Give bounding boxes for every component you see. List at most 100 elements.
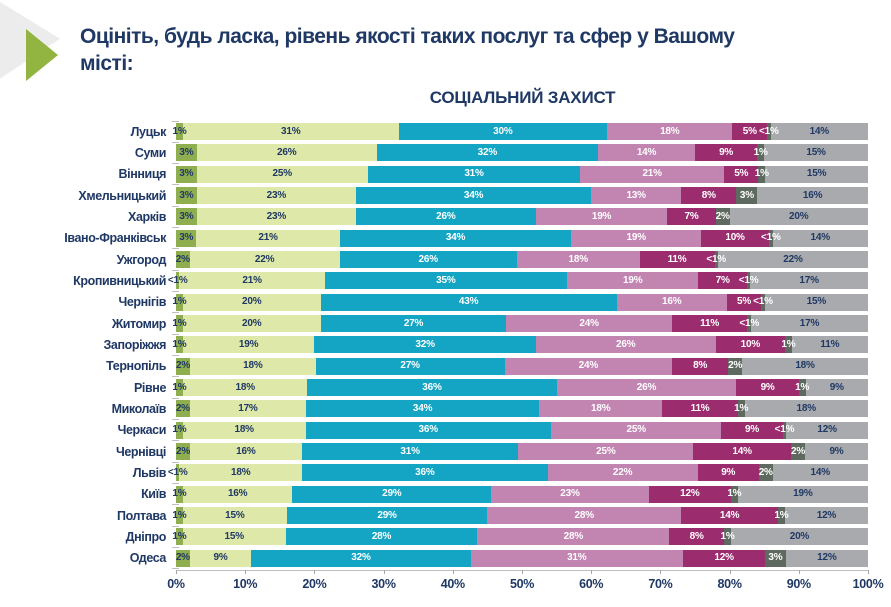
bar-segment: 1% (774, 507, 789, 525)
bar-segment: 36% (305, 421, 551, 439)
stacked-bar: 2% 17% 34% 18% 11% 1% 18% (176, 400, 868, 418)
bar-segment: 3% (176, 144, 197, 162)
category-axis-tick (172, 312, 179, 314)
bar-segment: 31% (367, 165, 581, 183)
bar-row: 3% 23% 26% 19% 7% 2% 20% (176, 206, 868, 227)
category-axis-tick (172, 547, 179, 549)
x-axis-tick (798, 569, 800, 574)
city-label: Черкаси (117, 423, 167, 438)
segment-value-label: 1% (795, 381, 810, 393)
bar-segment: 1% (172, 315, 187, 333)
bar-segment: 11% (671, 315, 748, 333)
city-label: Луцьк (130, 124, 167, 139)
city-label: Вінниця (118, 167, 167, 182)
segment-value-label: 1% (734, 402, 749, 414)
segment-value-label: 43% (458, 296, 479, 308)
category-axis-tick (172, 291, 179, 293)
bar-segment: 25% (518, 443, 694, 461)
category-axis-tick (172, 184, 179, 186)
segment-value-label: 14% (810, 466, 831, 478)
segment-value-label: 18% (234, 424, 254, 436)
stacked-bar: 1% 16% 29% 23% 12% 1% 19% (172, 485, 868, 503)
bar-segment: 15% (182, 507, 287, 525)
bar-segment: 1% (172, 421, 187, 439)
x-axis-line (176, 569, 869, 574)
bar-segment: 23% (196, 187, 356, 205)
bar-segment: 22% (547, 464, 698, 482)
segment-value-label: 15% (224, 530, 245, 542)
bar-segment: 16% (616, 293, 727, 311)
bar-segment: 18% (607, 123, 733, 141)
bar-segment: 12% (682, 549, 766, 567)
bar-row: 1% 15% 28% 28% 8% 1% 20% (172, 526, 868, 547)
bar-segment: 2% (176, 443, 190, 461)
stacked-bar: <1% 21% 35% 19% 7% <1% 17% (168, 272, 868, 290)
bar-segment: 18% (744, 400, 868, 418)
x-axis-tick (245, 569, 247, 574)
bar-segment: 19% (535, 208, 668, 226)
segment-value-label: 26% (436, 210, 456, 222)
segment-value-label: 11% (700, 317, 720, 329)
bar-segment: 18% (179, 464, 303, 482)
bar-segment: 28% (285, 528, 478, 546)
segment-value-label: 32% (415, 338, 435, 350)
bar-segment: 3% (176, 229, 197, 247)
bar-segment: 20% (182, 293, 321, 311)
segment-value-label: 8% (693, 360, 708, 372)
segment-value-label: 28% (371, 530, 392, 542)
segment-value-label: 34% (445, 232, 466, 244)
bar-row: 1% 19% 32% 26% 10% 1% 11% (172, 334, 868, 355)
segment-value-label: 19% (238, 338, 259, 350)
bar-segment: 16% (757, 187, 868, 205)
bar-segment: 23% (491, 485, 649, 503)
bar-segment: 7% (698, 272, 747, 290)
bar-row: 1% 18% 36% 26% 9% 1% 9% (172, 377, 868, 398)
bar-segment: 26% (535, 336, 716, 354)
bar-segment: 24% (504, 357, 673, 375)
segment-value-label: 1% (720, 530, 735, 542)
segment-value-label: 16% (802, 189, 823, 201)
segment-value-label: 1% (781, 338, 796, 350)
bar-segment: 1% (754, 144, 768, 162)
bar-segment: 3% (765, 549, 786, 567)
category-axis-tick (172, 163, 179, 165)
bar-segment: 18% (516, 251, 640, 269)
x-axis-label: 80% (717, 576, 742, 591)
bar-row: 1% 18% 36% 25% 9% <1% 12% (172, 420, 868, 441)
page-title: Оцініть, будь ласка, рівень якості таких… (80, 25, 735, 75)
bar-segment: 19% (566, 272, 699, 290)
segment-value-label: 35% (436, 274, 456, 286)
category-axis-tick (172, 568, 179, 570)
segment-value-label: 31% (400, 445, 420, 457)
city-label: Одеса (129, 551, 167, 566)
segment-value-label: 16% (662, 296, 682, 308)
city-label: Ужгород (116, 252, 167, 267)
stacked-bar: 2% 9% 32% 31% 12% 3% 12% (176, 549, 868, 567)
chart-title: СОЦІАЛЬНИЙ ЗАХИСТ (429, 88, 616, 107)
bar-segment: 18% (189, 357, 316, 375)
segment-value-label: <1% (167, 466, 188, 478)
bar-segment: 15% (765, 165, 868, 183)
city-label: Львів (132, 465, 167, 480)
segment-value-label: 21% (258, 232, 278, 244)
category-axis-tick (172, 525, 179, 527)
bar-segment: 34% (339, 229, 572, 247)
bar-segment: 2% (176, 400, 190, 418)
segment-value-label: 11% (820, 338, 840, 350)
stacked-bar: 3% 23% 26% 19% 7% 2% 20% (176, 208, 868, 226)
bar-segment: 32% (251, 549, 471, 567)
bar-row: 3% 26% 32% 14% 9% 1% 15% (176, 142, 868, 163)
stacked-bar: 2% 22% 26% 18% 11% <1% 22% (176, 251, 868, 269)
bar-segment: 15% (182, 528, 286, 546)
x-axis-label: 0% (167, 576, 185, 591)
segment-value-label: 15% (806, 168, 827, 180)
bar-segment: 36% (307, 379, 557, 397)
category-axis-tick (172, 461, 179, 463)
segment-value-label: 19% (626, 232, 646, 244)
bar-segment: 36% (302, 464, 548, 482)
bar-segment: 31% (182, 123, 399, 141)
stacked-bar: 2% 16% 31% 25% 14% 2% 9% (176, 443, 868, 461)
bar-segment: 21% (196, 229, 340, 247)
bar-segment: 2% (759, 464, 773, 482)
